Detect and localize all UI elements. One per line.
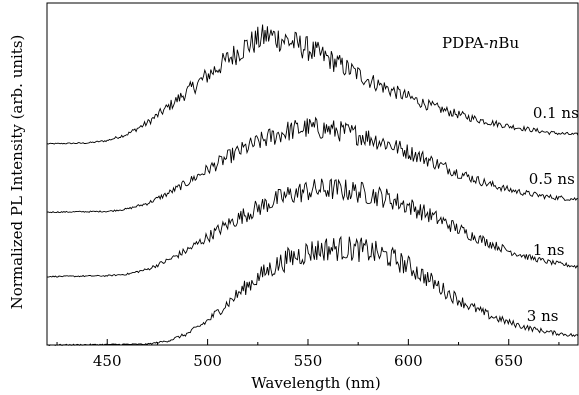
chart-title: PDPA-nBu xyxy=(442,34,519,52)
series-line-1-ns xyxy=(46,178,579,278)
series-line-0-5-ns xyxy=(46,116,579,214)
x-axis-label: Wavelength (nm) xyxy=(251,374,380,392)
annotation-layer: 0.1 ns 0.5 ns 1 ns 3 ns xyxy=(527,104,579,325)
series-annotation: 0.5 ns xyxy=(529,170,575,188)
y-axis-label: Normalized PL Intensity (arb. units) xyxy=(8,35,26,310)
plot-border xyxy=(46,2,579,346)
series-annotation: 1 ns xyxy=(533,241,565,259)
title-part-italic: n xyxy=(489,34,499,52)
x-tick-label: 500 xyxy=(193,352,222,370)
series-annotation: 3 ns xyxy=(527,307,559,325)
series-line-3-ns xyxy=(46,235,579,346)
x-axis: 450 500 550 600 650 xyxy=(56,339,560,370)
series-layer xyxy=(46,24,579,346)
title-part-prefix: PDPA- xyxy=(442,34,489,52)
x-tick-label: 650 xyxy=(494,352,523,370)
plot-frame xyxy=(46,2,579,346)
x-tick-label: 550 xyxy=(294,352,323,370)
x-tick-label: 450 xyxy=(93,352,122,370)
series-line-0-1-ns xyxy=(46,24,579,145)
series-annotation: 0.1 ns xyxy=(533,104,579,122)
title-part-suffix: Bu xyxy=(498,34,519,52)
x-tick-label: 600 xyxy=(394,352,423,370)
